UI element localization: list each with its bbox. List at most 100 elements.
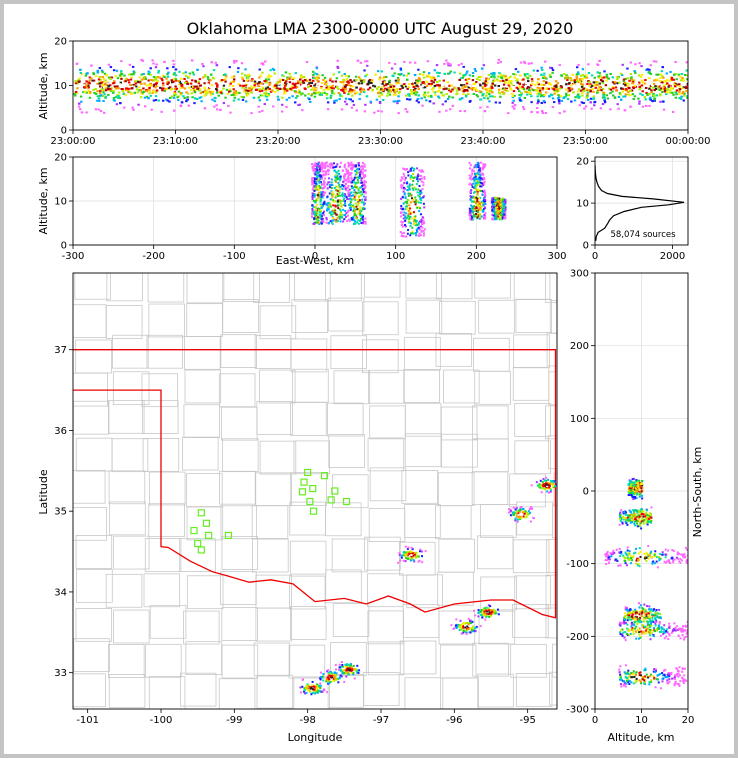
time-height-source (403, 60, 406, 63)
time-height-source (294, 72, 297, 75)
ew-altitude-source (326, 202, 329, 205)
lightning-source (315, 688, 318, 691)
lightning-source (301, 678, 304, 681)
time-height-source (333, 101, 336, 104)
time-height-source (329, 94, 333, 97)
ew-altitude-source (503, 201, 506, 204)
ew-altitude-source (414, 219, 417, 222)
lightning-source (481, 616, 484, 619)
time-height-source (521, 87, 524, 90)
ew-altitude-source (318, 165, 321, 168)
time-height-source (490, 89, 493, 92)
time-height-source (177, 79, 180, 82)
ew-altitude-source (357, 187, 360, 190)
time-height-source (417, 68, 420, 71)
time-height-source (686, 96, 688, 99)
time-height-source (233, 75, 236, 78)
time-height-source (377, 109, 380, 112)
time-height-source (526, 86, 530, 89)
ew-altitude-source (405, 200, 408, 203)
lma-station (320, 472, 329, 480)
lightning-source (478, 611, 481, 614)
time-height-source (96, 99, 99, 102)
time-height-source (271, 67, 275, 70)
time-height-source (641, 81, 644, 84)
ew-altitude-source (336, 189, 339, 192)
time-height-source (640, 73, 644, 76)
time-height-source (228, 88, 232, 91)
time-height-source (287, 87, 291, 90)
county-boundary (221, 644, 259, 679)
ew-altitude-source (414, 215, 417, 218)
time-height-source (537, 91, 541, 94)
ew-altitude-source (321, 192, 324, 195)
time-height-source (285, 80, 288, 83)
time-height-source (652, 82, 656, 85)
ew-altitude-source (423, 206, 426, 209)
ew-altitude-source (320, 191, 323, 194)
time-height-source (589, 101, 592, 104)
ew-altitude-source (359, 186, 362, 189)
lightning-source (488, 615, 491, 618)
time-height-source (160, 110, 163, 113)
time-height-source (97, 78, 101, 81)
ew-altitude-source (411, 217, 414, 220)
ew-altitude-source (337, 169, 340, 172)
time-height-source (399, 88, 402, 91)
ew-altitude-source (316, 175, 319, 178)
lma-station (205, 531, 213, 540)
ew-altitude-source (362, 176, 365, 179)
county-boundary (549, 300, 557, 334)
ew-altitude-source (356, 203, 359, 206)
ew-altitude-source (412, 179, 415, 182)
ew-altitude-source (317, 218, 320, 221)
ew-altitude-source (404, 225, 407, 228)
time-height-source (285, 83, 288, 86)
ew-altitude-source (473, 178, 476, 181)
ew-altitude-source (347, 184, 350, 187)
time-height-source (119, 75, 123, 78)
county-boundary (113, 609, 150, 644)
time-height-source (261, 109, 264, 112)
time-height-source (74, 94, 77, 97)
time-height-source (507, 112, 510, 115)
time-height-source (447, 64, 450, 67)
time-height-source (305, 61, 309, 64)
ew-altitude-source (418, 169, 421, 172)
time-height-source (578, 104, 581, 107)
time-height-source (484, 85, 487, 88)
ew-altitude-source (324, 191, 327, 194)
time-height-source (661, 66, 664, 69)
county-boundary (253, 642, 291, 677)
county-boundary (179, 672, 217, 707)
time-height-source (662, 100, 665, 103)
time-height-source (207, 88, 210, 91)
ew-altitude-source (345, 179, 348, 182)
ew-altitude-source (314, 163, 317, 166)
ew-altitude-source (322, 212, 325, 215)
ew-altitude-source (407, 171, 410, 174)
time-height-source (560, 85, 563, 88)
ew-altitude-source (422, 232, 425, 235)
time-height-source (208, 84, 211, 87)
ew-altitude-source (322, 210, 325, 213)
time-height-source (641, 90, 644, 93)
time-height-source (267, 74, 271, 77)
time-height-source (615, 89, 618, 92)
time-height-source (166, 83, 169, 86)
time-height-source (454, 87, 457, 90)
time-height-source (334, 80, 338, 83)
ew-altitude-source (348, 179, 351, 182)
time-height-source (616, 77, 619, 80)
ew-altitude-source (401, 225, 404, 228)
ew-altitude-source (351, 168, 354, 171)
time-height-source (262, 84, 265, 87)
ew-altitude-source (411, 226, 414, 229)
time-height-source (344, 90, 347, 93)
time-height-source (489, 86, 493, 89)
ew-altitude-source (362, 187, 365, 190)
time-height-source (99, 89, 102, 92)
time-height-source (471, 71, 475, 74)
time-height-source (273, 72, 276, 75)
time-height-source (638, 62, 641, 65)
